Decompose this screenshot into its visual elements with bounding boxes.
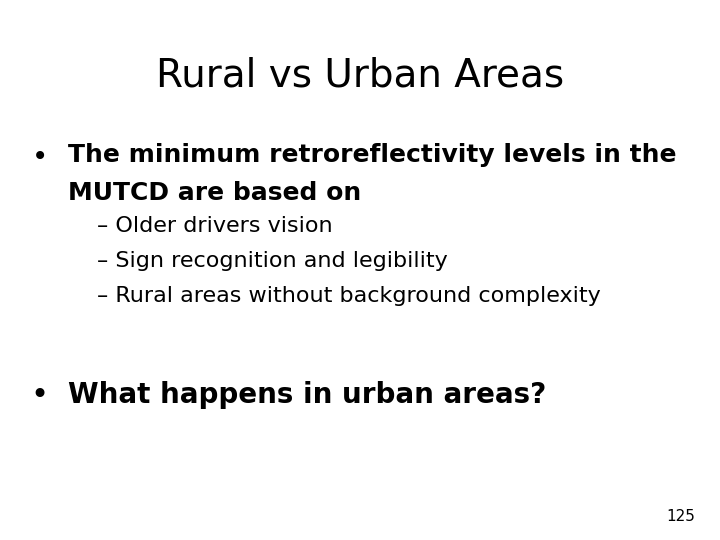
Text: •: • [32,143,48,171]
Text: – Sign recognition and legibility: – Sign recognition and legibility [97,251,448,271]
Text: MUTCD are based on: MUTCD are based on [68,181,361,205]
Text: 125: 125 [666,509,695,524]
Text: Rural vs Urban Areas: Rural vs Urban Areas [156,57,564,94]
Text: – Older drivers vision: – Older drivers vision [97,216,333,236]
Text: The minimum retroreflectivity levels in the: The minimum retroreflectivity levels in … [68,143,677,167]
Text: – Rural areas without background complexity: – Rural areas without background complex… [97,286,601,306]
Text: What happens in urban areas?: What happens in urban areas? [68,381,546,409]
Text: •: • [30,381,49,410]
